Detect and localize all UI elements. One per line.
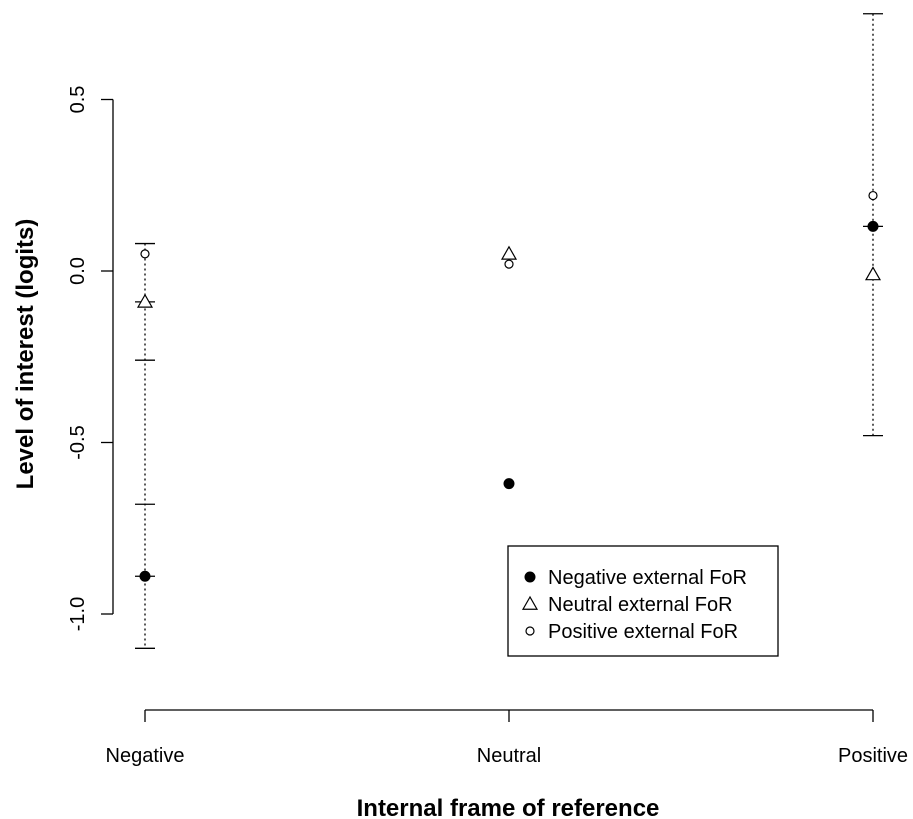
y-axis-title: Level of interest (logits) [12,219,39,490]
point-negative-external-for-negative [139,570,151,582]
point-neutral-external-for-neutral [500,245,518,260]
y-tick-label: -0.5 [67,425,89,459]
point-positive-external-for-negative [140,249,150,259]
legend-box [507,545,779,657]
legend-marker-negative-external-for [524,571,536,583]
y-tick-label: -1.0 [67,597,89,631]
legend-label-neutral-external-for: Neutral external FoR [548,594,733,616]
legend-label-negative-external-for: Negative external FoR [548,567,747,589]
x-axis: Negative Neutral Positive [106,709,908,767]
legend-label-positive-external-for: Positive external FoR [548,621,738,643]
legend-items: Negative external FoR Neutral external Fo… [521,567,747,643]
point-neutral-external-for-negative [136,293,154,308]
x-tick-label-negative: Negative [106,745,185,767]
legend-marker-positive-external-for [525,626,535,636]
point-negative-external-for-positive [867,220,879,232]
x-tick-label-positive: Positive [838,745,908,767]
point-positive-external-for-positive [868,190,878,201]
data-points [136,190,882,582]
point-positive-external-for-neutral [504,259,514,269]
legend: Negative external FoR Neutral external Fo… [507,545,779,657]
x-axis-title: Internal frame of reference [357,795,660,819]
point-negative-external-for-neutral [503,478,515,490]
x-tick-label-neutral: Neutral [477,745,541,767]
y-tick-label: 0.0 [67,257,89,285]
legend-marker-neutral-external-for [521,595,539,610]
y-tick-label: 0.5 [67,86,89,114]
point-neutral-external-for-positive [864,266,882,281]
y-axis: -1.0 -0.5 0.0 0.5 [67,86,114,631]
